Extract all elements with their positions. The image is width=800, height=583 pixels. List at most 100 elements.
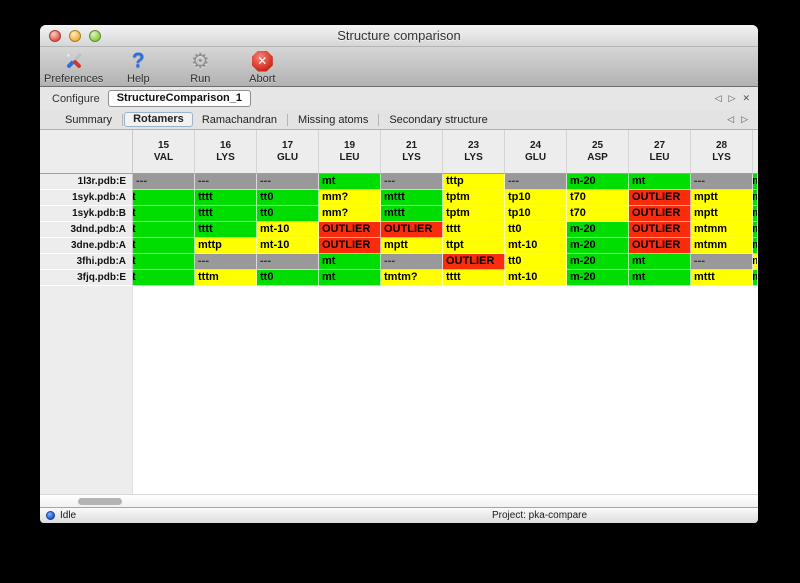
row-header[interactable]: 1syk.pdb:A (40, 190, 133, 206)
rotamer-cell[interactable]: tmtm? (381, 270, 443, 286)
rotamer-cell[interactable]: t (133, 206, 195, 222)
rotamer-cell-partial[interactable]: m (753, 254, 758, 270)
rotamer-cell[interactable]: tt0 (257, 190, 319, 206)
tab-rotamers[interactable]: Rotamers (124, 112, 193, 127)
rotamer-cell[interactable]: t (133, 238, 195, 254)
column-header[interactable]: 16 LYS (195, 130, 257, 174)
rotamer-cell[interactable]: t (133, 254, 195, 270)
rotamer-cell[interactable]: OUTLIER (629, 238, 691, 254)
rotamer-cell[interactable]: mt (629, 270, 691, 286)
row-header[interactable]: 3dne.pdb:A (40, 238, 133, 254)
column-header[interactable]: 21 LYS (381, 130, 443, 174)
column-header[interactable]: 19 LEU (319, 130, 381, 174)
rotamer-cell[interactable]: m-20 (567, 238, 629, 254)
row-header[interactable]: 3dnd.pdb:A (40, 222, 133, 238)
abort-button[interactable]: ✕ Abort (235, 49, 289, 85)
rotamer-cell[interactable]: OUTLIER (629, 206, 691, 222)
rotamer-cell[interactable]: t70 (567, 206, 629, 222)
rotamer-cell-partial[interactable]: m (753, 238, 758, 254)
rotamer-cell[interactable]: --- (381, 254, 443, 270)
help-button[interactable]: ? Help (111, 49, 165, 86)
rotamer-cell[interactable]: OUTLIER (381, 222, 443, 238)
rotamer-cell-partial[interactable]: m (753, 174, 758, 190)
rotamer-cell[interactable]: tttt (195, 222, 257, 238)
rotamer-cell[interactable]: mt-10 (257, 222, 319, 238)
rotamer-cell[interactable]: mt (629, 174, 691, 190)
tab-ramachandran[interactable]: Ramachandran (201, 113, 278, 126)
rotamer-cell[interactable]: t (133, 222, 195, 238)
rotamer-cell[interactable]: mt (319, 270, 381, 286)
rotamer-cell[interactable]: mt (629, 254, 691, 270)
rotamer-cell[interactable]: tttt (443, 270, 505, 286)
column-header[interactable]: 15 VAL (133, 130, 195, 174)
rotamer-cell[interactable]: tt0 (505, 222, 567, 238)
rotamer-cell[interactable]: --- (133, 174, 195, 190)
rotamer-cell[interactable]: tttm (195, 270, 257, 286)
rotamer-cell[interactable]: t (133, 190, 195, 206)
run-button[interactable]: ⚙ Run (173, 49, 227, 85)
rotamer-cell[interactable]: mm? (319, 190, 381, 206)
next-tab-icon[interactable]: ▷ (741, 114, 748, 125)
rotamer-cell[interactable]: tttt (195, 206, 257, 222)
rotamer-cell[interactable]: --- (381, 174, 443, 190)
rotamer-cell[interactable]: --- (195, 254, 257, 270)
rotamer-cell[interactable]: tttp (443, 174, 505, 190)
rotamer-cell[interactable]: mttt (381, 190, 443, 206)
close-config-icon[interactable]: ✕ (742, 93, 750, 104)
prev-tab-icon[interactable]: ◁ (727, 114, 735, 125)
rotamer-cell[interactable]: --- (257, 254, 319, 270)
row-header[interactable]: 3fjq.pdb:E (40, 270, 133, 286)
rotamer-cell[interactable]: m-20 (567, 270, 629, 286)
column-header[interactable]: 27 LEU (629, 130, 691, 174)
rotamer-cell-partial[interactable]: m (753, 270, 758, 286)
minimize-window-button[interactable] (69, 29, 81, 42)
rotamer-cell[interactable]: m-20 (567, 254, 629, 270)
rotamer-cell[interactable]: --- (691, 254, 753, 270)
rotamer-cell[interactable]: m-20 (567, 222, 629, 238)
rotamer-cell[interactable]: --- (691, 174, 753, 190)
row-header[interactable]: 3fhi.pdb:A (40, 254, 133, 270)
rotamer-cell[interactable]: tp10 (505, 206, 567, 222)
rotamer-cell[interactable]: tptm (443, 206, 505, 222)
title-bar[interactable]: Structure comparison (40, 25, 758, 47)
rotamer-cell[interactable]: OUTLIER (629, 222, 691, 238)
rotamer-cell[interactable]: OUTLIER (319, 238, 381, 254)
rotamer-cell[interactable]: tp10 (505, 190, 567, 206)
rotamer-cell[interactable]: mt (319, 174, 381, 190)
rotamer-cell[interactable]: OUTLIER (629, 190, 691, 206)
rotamer-cell[interactable]: mtmm (691, 222, 753, 238)
rotamer-cell[interactable]: --- (505, 174, 567, 190)
column-header[interactable]: 28 LYS (691, 130, 753, 174)
rotamer-cell[interactable]: tttt (195, 190, 257, 206)
rotamer-cell[interactable]: m-20 (567, 174, 629, 190)
rotamer-cell[interactable]: t70 (567, 190, 629, 206)
rotamer-cell[interactable]: --- (257, 174, 319, 190)
rotamer-cell[interactable]: tttt (443, 222, 505, 238)
rotamer-cell-partial[interactable]: m (753, 222, 758, 238)
horizontal-scrollbar[interactable] (40, 494, 758, 507)
zoom-window-button[interactable] (89, 29, 101, 42)
tab-missing-atoms[interactable]: Missing atoms (298, 113, 369, 126)
rotamer-cell[interactable]: mttt (381, 206, 443, 222)
rotamer-cell[interactable]: t (133, 270, 195, 286)
rotamer-cell[interactable]: ttpt (443, 238, 505, 254)
column-header[interactable]: 24 GLU (505, 130, 567, 174)
preferences-button[interactable]: Preferences (44, 49, 103, 85)
rotamer-cell[interactable]: mt-10 (505, 270, 567, 286)
row-header[interactable]: 1l3r.pdb:E (40, 174, 133, 190)
rotamer-cell[interactable]: OUTLIER (319, 222, 381, 238)
rotamer-cell[interactable]: tt0 (257, 206, 319, 222)
rotamer-cell[interactable]: mm? (319, 206, 381, 222)
rotamer-cell[interactable]: mptt (381, 238, 443, 254)
rotamer-cell[interactable]: mttt (691, 270, 753, 286)
next-config-icon[interactable]: ▷ (728, 93, 736, 104)
scrollbar-thumb[interactable] (78, 498, 122, 505)
rotamer-cell-partial[interactable]: m (753, 190, 758, 206)
rotamer-cell[interactable]: mt-10 (257, 238, 319, 254)
rotamer-cell[interactable]: mptt (691, 190, 753, 206)
tab-summary[interactable]: Summary (65, 113, 113, 126)
tab-secondary-structure[interactable]: Secondary structure (389, 113, 488, 126)
close-window-button[interactable] (49, 29, 61, 42)
rotamer-cell[interactable]: tt0 (257, 270, 319, 286)
rotamer-cell[interactable]: --- (195, 174, 257, 190)
